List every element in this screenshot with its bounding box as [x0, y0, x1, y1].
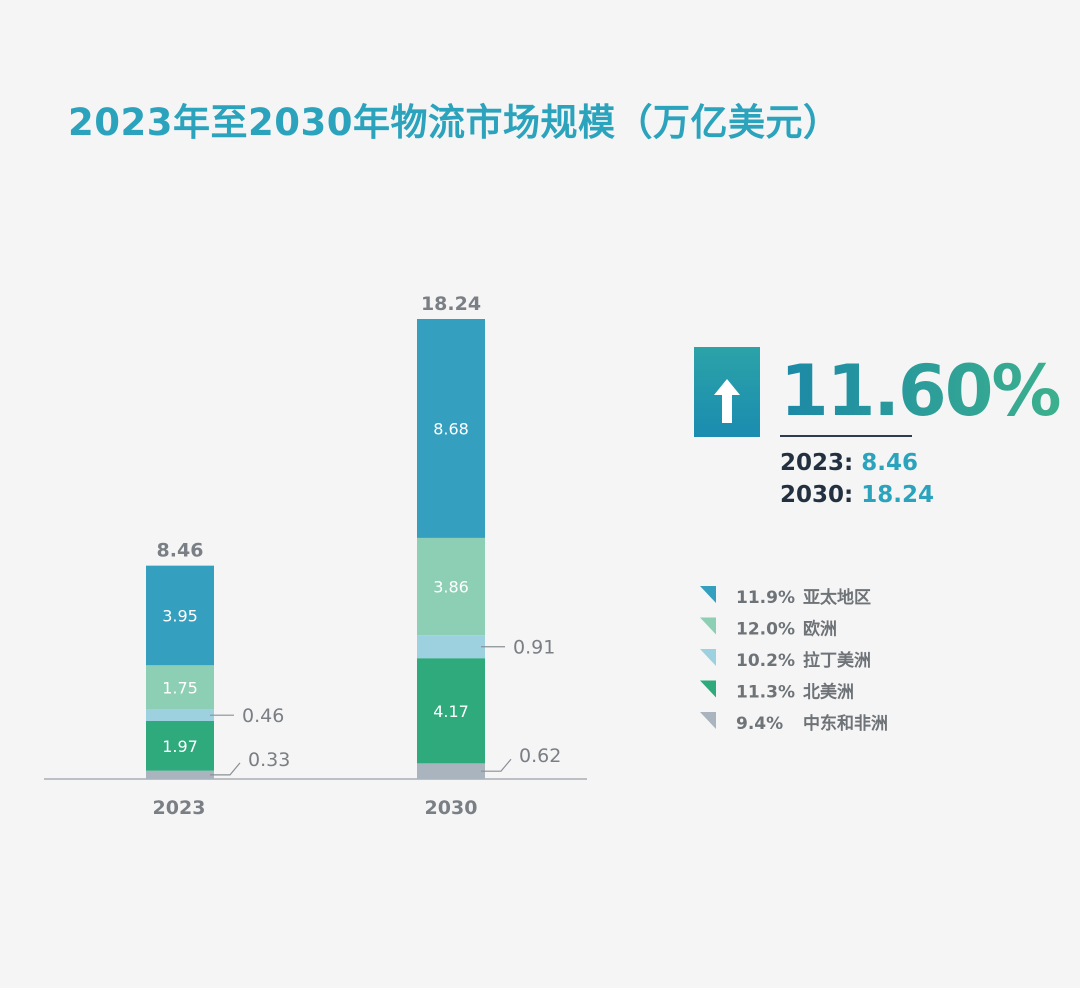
data-label: 0.46 — [242, 705, 284, 727]
data-label: 4.17 — [433, 702, 469, 721]
legend-label: 北美洲 — [803, 682, 854, 703]
bar-segment — [417, 319, 485, 538]
bar-segment — [417, 635, 485, 659]
data-label: 3.86 — [433, 578, 469, 597]
data-label: 3.95 — [162, 606, 198, 625]
bar-segment — [146, 720, 214, 771]
legend-swatch — [700, 649, 716, 666]
summary-value: 18.24 — [861, 482, 934, 508]
summary-year: 2023: — [780, 450, 854, 476]
legend-label: 亚太地区 — [803, 587, 871, 608]
growth-rate: 11.60% — [780, 346, 1062, 436]
legend-rate: 11.3% — [736, 683, 795, 703]
legend-rate: 12.0% — [736, 620, 795, 640]
legend-swatch — [700, 617, 716, 635]
total-label: 8.46 — [157, 540, 204, 562]
bar-segment — [146, 709, 214, 721]
data-label: 8.68 — [433, 419, 469, 438]
data-label: 1.97 — [162, 737, 198, 756]
legend-label: 欧洲 — [803, 619, 837, 640]
growth-arrow-badge — [694, 347, 760, 437]
bar-segment — [417, 537, 485, 636]
data-label: 0.91 — [513, 637, 555, 659]
data-label: 1.75 — [162, 678, 198, 697]
chart-title: 2023年至2030年物流市场规模（万亿美元） — [68, 101, 841, 144]
bar-segment — [146, 565, 214, 666]
legend-swatch — [700, 680, 716, 698]
bar-segment — [146, 770, 214, 779]
legend-label: 拉丁美洲 — [803, 650, 871, 671]
legend-rate: 10.2% — [736, 651, 795, 671]
label-leader-line — [210, 762, 241, 776]
data-label: 0.33 — [248, 749, 290, 771]
up-arrow-icon — [714, 379, 740, 423]
x-tick-label: 2030 — [425, 797, 478, 819]
summary-value: 8.46 — [861, 450, 918, 476]
bar-segment — [146, 665, 214, 710]
legend-label: 中东和非洲 — [803, 713, 888, 734]
data-label: 0.62 — [519, 745, 561, 767]
growth-divider — [780, 435, 912, 437]
legend-rate: 9.4% — [736, 714, 783, 734]
legend-swatch — [700, 712, 716, 729]
bar-segment — [417, 763, 485, 779]
legend-swatch — [700, 586, 716, 603]
label-leader-line — [481, 758, 512, 772]
x-tick-label: 2023 — [153, 797, 206, 819]
summary-2030: 2030: 18.24 — [780, 482, 934, 508]
summary-2023: 2023: 8.46 — [780, 450, 918, 476]
summary-year: 2030: — [780, 482, 854, 508]
total-label: 18.24 — [421, 293, 481, 315]
legend-rate: 11.9% — [736, 588, 795, 608]
bar-segment — [417, 658, 485, 764]
